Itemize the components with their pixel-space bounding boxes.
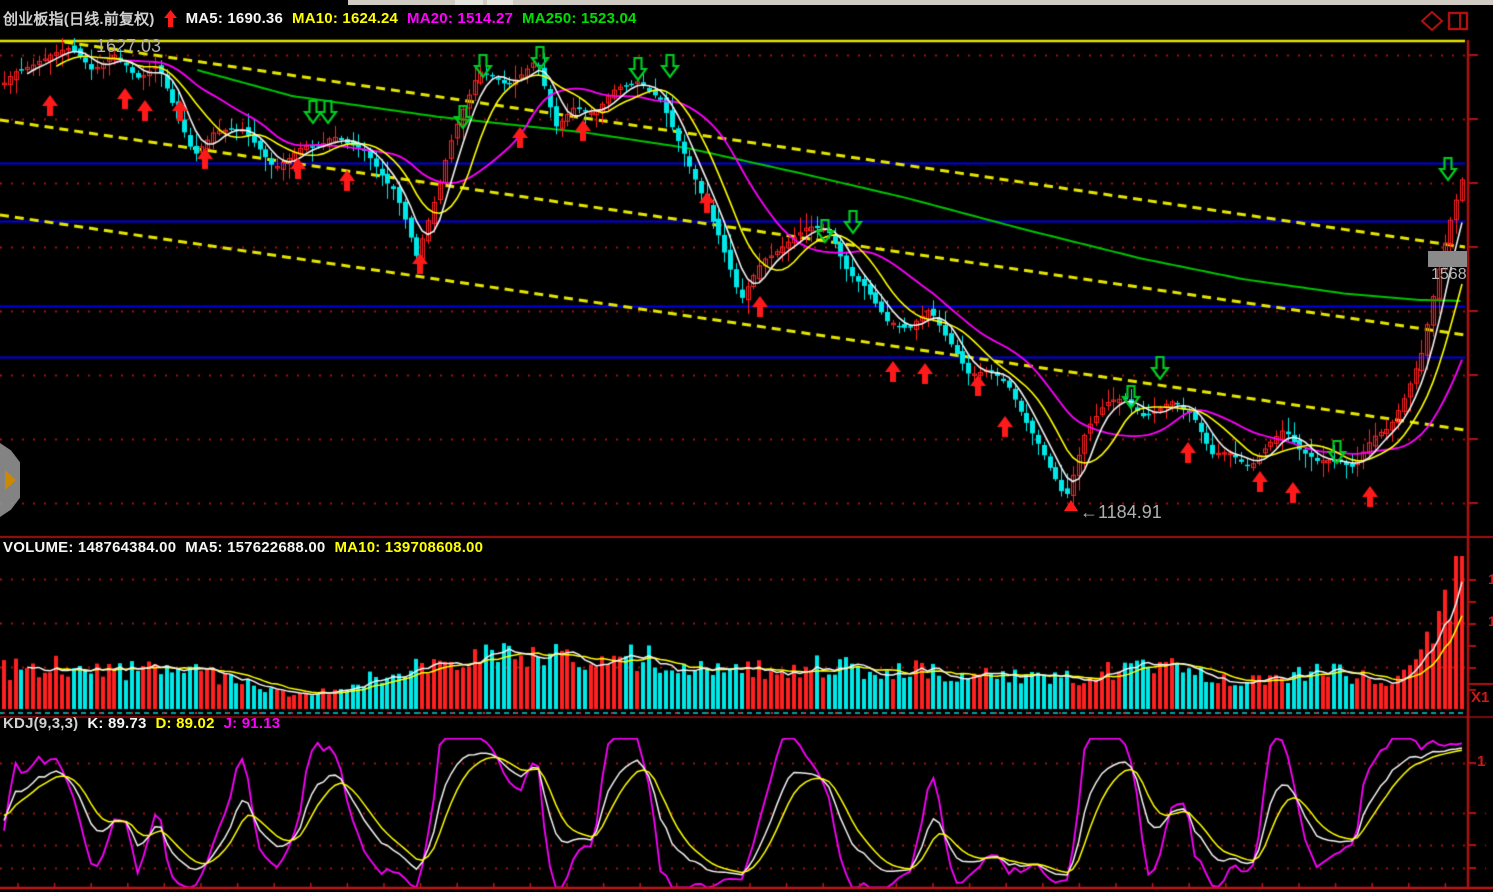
sidebar-expand-tab[interactable]: [0, 443, 20, 517]
volume-ma5-value: MA5: 157622688.00: [185, 539, 326, 556]
volume-value: VOLUME: 148764384.00: [3, 539, 177, 556]
last-price-tag: 1568: [1431, 266, 1467, 283]
last-price-tag-box: [1428, 251, 1467, 267]
low-point-marker: [1064, 500, 1078, 511]
expand-panel-arrow-icon: [5, 470, 16, 490]
main-chart-header: 创业板指(日线.前复权) MA5: 1690.36 MA10: 1624.24 …: [3, 8, 637, 29]
kdj-j-value: J: 91.13: [223, 715, 281, 732]
kdj-axis-label: 1: [1477, 753, 1486, 770]
kdj-d-value: D: 89.02: [155, 715, 215, 732]
volume-header: VOLUME: 148764384.00 MA5: 157622688.00 M…: [3, 539, 483, 556]
volume-unit-label: X1: [1471, 689, 1490, 706]
window-top-edge-segment: [455, 0, 483, 5]
volume-axis-label: 1: [1488, 571, 1493, 587]
window-top-edge-segment: [487, 0, 513, 5]
kdj-name: KDJ(9,3,3): [3, 715, 79, 732]
window-top-edge: [348, 0, 1493, 5]
ma10-value: MA10: 1624.24: [292, 10, 399, 27]
diamond-icon[interactable]: [1420, 10, 1444, 36]
low-price-annotation: ←1184.91: [1080, 502, 1162, 522]
ma5-value: MA5: 1690.36: [185, 10, 284, 27]
ma20-value: MA20: 1514.27: [407, 10, 514, 27]
volume-axis-label: 1: [1488, 613, 1493, 629]
up-arrow-icon: [163, 10, 177, 27]
volume-ma10-value: MA10: 139708608.00: [334, 539, 484, 556]
kdj-k-value: K: 89.73: [87, 715, 147, 732]
symbol-title: 创业板指(日线.前复权): [3, 11, 155, 28]
ma250-value: MA250: 1523.04: [522, 10, 637, 27]
restore-window-icon[interactable]: [1447, 11, 1469, 36]
kdj-header: KDJ(9,3,3) K: 89.73 D: 89.02 J: 91.13: [3, 715, 280, 732]
high-price-annotation: 1627.03: [96, 36, 162, 56]
